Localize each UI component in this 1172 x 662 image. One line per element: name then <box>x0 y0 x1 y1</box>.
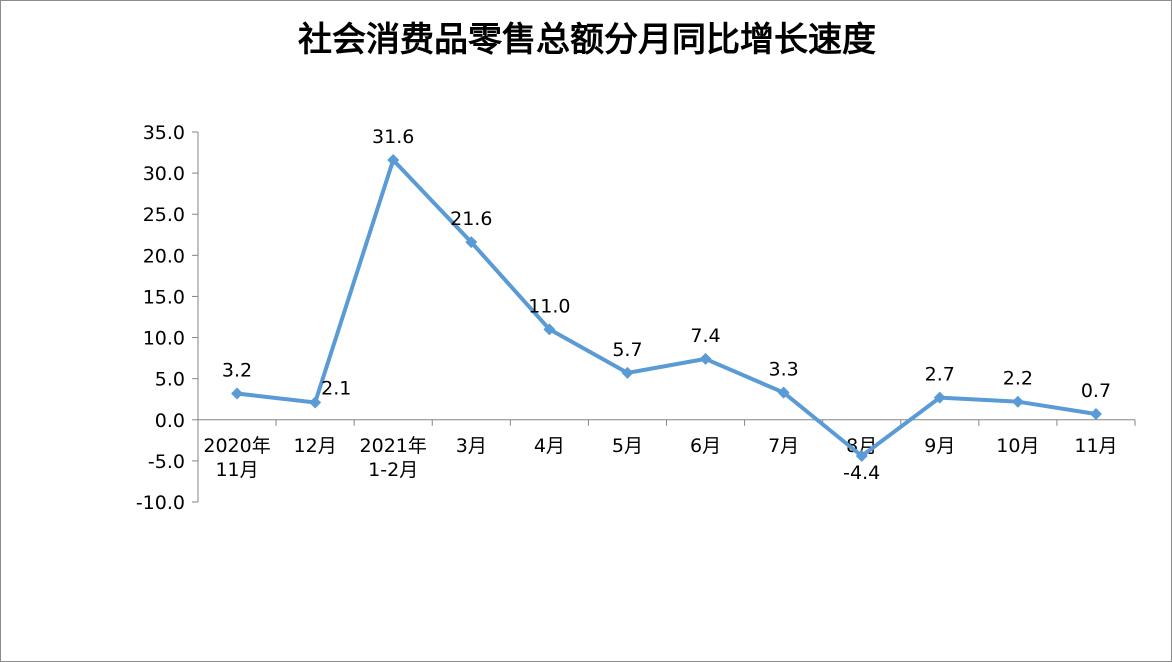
x-tick-label: 2020年 11月 <box>203 435 270 481</box>
y-tick-label: -5.0 <box>148 451 185 473</box>
data-labels: 3.2 2.1 31.6 21.6 11.0 5.7 7.4 3.3 -4.4 2.7 2.2 0.7 <box>222 126 1111 484</box>
y-tick-label: 30.0 <box>143 163 185 185</box>
data-point <box>543 323 556 336</box>
x-tick-label: 5月 <box>612 435 643 457</box>
data-point <box>1089 408 1102 421</box>
data-point <box>387 153 400 166</box>
x-tick-label: 7月 <box>768 435 799 457</box>
y-tick-label: 5.0 <box>155 369 185 391</box>
data-label: -4.4 <box>843 462 880 484</box>
series-line <box>236 158 1097 458</box>
data-markers <box>231 153 1102 462</box>
data-point <box>777 386 790 399</box>
x-tick-label: 11月 <box>1074 435 1117 457</box>
y-ticks: 35.0 30.0 25.0 20.0 15.0 10.0 5.0 0.0 -5.0 -10.0 <box>136 122 198 514</box>
x-tick-label: 3月 <box>456 435 487 457</box>
data-label: 2.2 <box>1003 368 1033 390</box>
x-tick-label: 12月 <box>294 435 337 457</box>
x-tick-label: 9月 <box>924 435 955 457</box>
y-tick-label: 0.0 <box>155 410 185 432</box>
data-label: 2.1 <box>321 378 351 400</box>
data-point <box>309 396 322 409</box>
data-label: 3.2 <box>222 359 252 381</box>
y-tick-label: 25.0 <box>143 204 185 226</box>
data-point <box>1011 395 1024 408</box>
y-tick-label: 35.0 <box>143 122 185 144</box>
data-label: 5.7 <box>612 339 642 361</box>
x-tick-label: 10月 <box>996 435 1039 457</box>
data-label: 7.4 <box>690 325 720 347</box>
data-label: 11.0 <box>528 295 570 317</box>
x-tick-label: 4月 <box>534 435 565 457</box>
data-point <box>231 387 244 400</box>
x-tick-label: 2021年 1-2月 <box>360 435 427 481</box>
data-label: 3.3 <box>769 359 799 381</box>
x-ticks <box>197 419 1136 426</box>
y-tick-label: 20.0 <box>143 245 185 267</box>
x-tick-label: 6月 <box>690 435 721 457</box>
data-label: 2.7 <box>925 364 955 386</box>
y-tick-label: 10.0 <box>143 328 185 350</box>
data-label: 0.7 <box>1081 380 1111 402</box>
y-tick-label: -10.0 <box>136 492 185 514</box>
data-point <box>699 352 712 365</box>
data-point <box>465 236 478 249</box>
data-label: 31.6 <box>372 126 414 148</box>
y-tick-label: 15.0 <box>143 286 185 308</box>
chart-title: 社会消费品零售总额分月同比增长速度 <box>298 20 876 60</box>
data-point <box>855 449 868 462</box>
data-point <box>621 366 634 379</box>
data-point <box>933 391 946 404</box>
data-label: 21.6 <box>450 208 492 230</box>
